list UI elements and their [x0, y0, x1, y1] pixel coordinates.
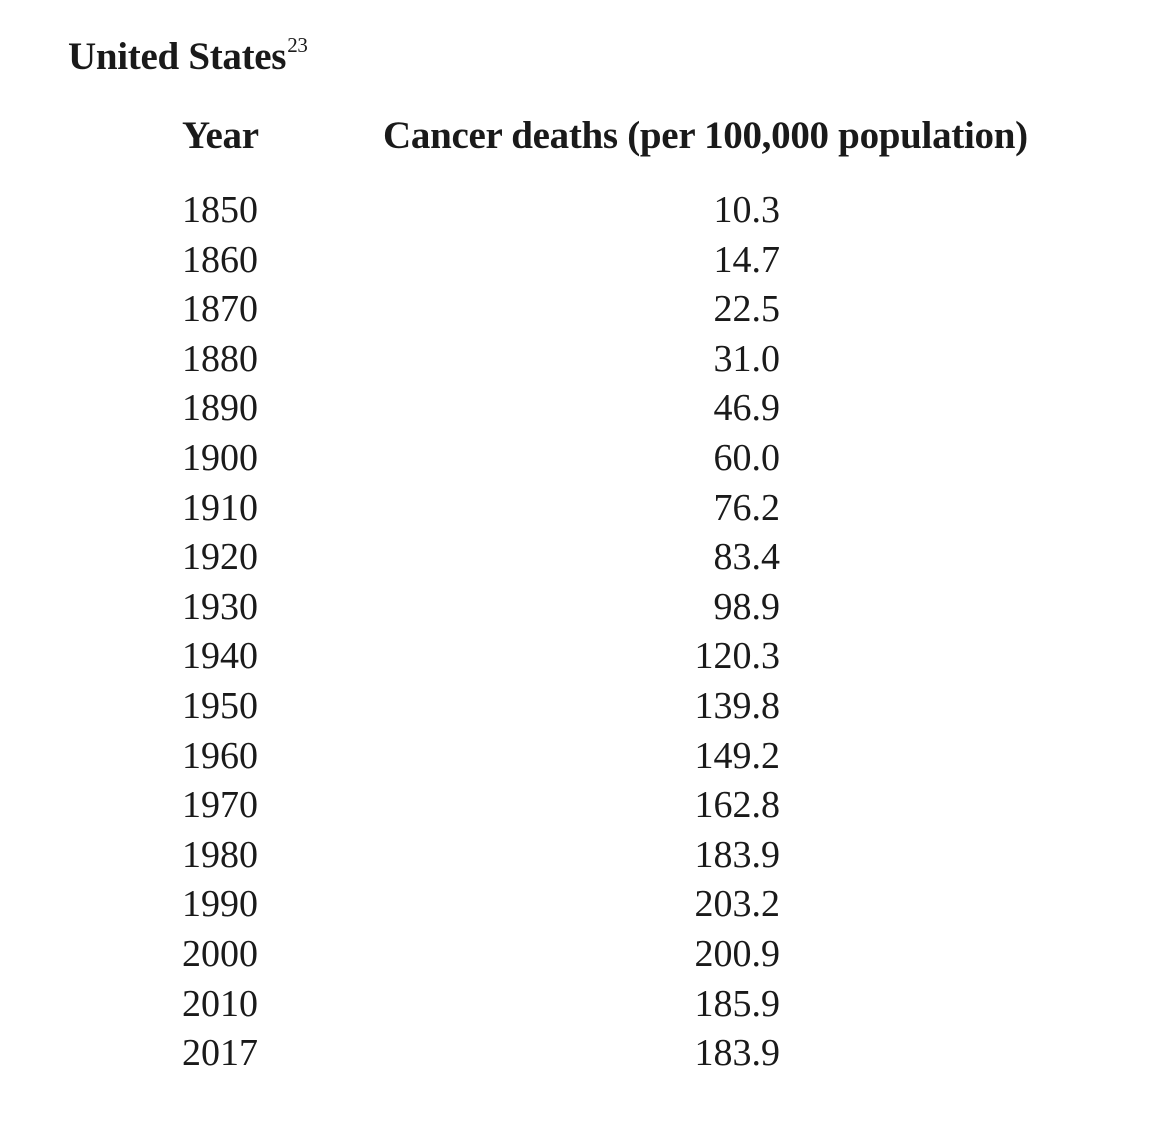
table-row: 1940 120.3 — [0, 633, 1164, 683]
year-cell: 1940 — [182, 635, 258, 678]
table-row: 2000 200.9 — [0, 931, 1164, 981]
cancer-deaths-cell: 183.9 — [694, 1032, 781, 1075]
cancer-deaths-cell: 98.9 — [713, 585, 781, 628]
footnote-reference: 23 — [287, 33, 308, 57]
table-row: 1980 183.9 — [0, 832, 1164, 882]
cancer-deaths-cell: 10.3 — [713, 189, 781, 231]
year-cell: 1860 — [182, 238, 258, 281]
year-cell: 1890 — [182, 387, 258, 430]
year-cell: 2010 — [182, 982, 258, 1025]
cancer-deaths-cell: 60.0 — [713, 436, 781, 479]
cancer-deaths-cell: 185.9 — [694, 982, 781, 1025]
table-row: 1890 46.9 — [0, 385, 1164, 435]
cancer-deaths-cell: 203.2 — [694, 883, 781, 926]
table-row: 1900 60.0 — [0, 435, 1164, 485]
cancer-deaths-cell: 149.2 — [694, 734, 781, 777]
column-header-cancer-deaths: Cancer deaths (per 100,000 population) — [383, 114, 1028, 157]
table-row: 1870 22.5 — [0, 286, 1164, 336]
table-title-text: United States — [68, 35, 287, 78]
table-row: 1910 76.2 — [0, 485, 1164, 535]
year-cell: 1970 — [182, 784, 258, 827]
cancer-deaths-cell: 83.4 — [713, 536, 781, 579]
year-cell: 1990 — [182, 883, 258, 926]
cancer-deaths-cell: 162.8 — [694, 784, 781, 827]
table-row: 1950 139.8 — [0, 683, 1164, 733]
table-body: 1850 10.3 1860 14.7 1870 22.5 1880 31.0 1890 46.9… — [0, 187, 1164, 1080]
year-cell: 1960 — [182, 734, 258, 777]
cancer-deaths-cell: 139.8 — [694, 684, 781, 727]
table-row: 1850 10.3 — [0, 187, 1164, 237]
cancer-deaths-cell: 200.9 — [694, 932, 781, 975]
year-cell: 2017 — [182, 1032, 258, 1075]
cancer-deaths-cell: 183.9 — [694, 833, 781, 876]
table-row: 2010 185.9 — [0, 981, 1164, 1031]
year-cell: 1930 — [182, 585, 258, 628]
year-cell: 1910 — [182, 486, 258, 529]
cancer-deaths-cell: 31.0 — [713, 337, 781, 380]
column-header-year: Year — [182, 114, 259, 157]
year-cell: 1980 — [182, 833, 258, 876]
year-cell: 2000 — [182, 932, 258, 975]
table-row: 1920 83.4 — [0, 534, 1164, 584]
year-cell: 1900 — [182, 436, 258, 479]
cancer-deaths-cell: 22.5 — [713, 288, 781, 331]
table-row: 1960 149.2 — [0, 733, 1164, 783]
cancer-deaths-cell: 120.3 — [694, 635, 781, 678]
table-row: 1970 162.8 — [0, 782, 1164, 832]
table-row: 1990 203.2 — [0, 881, 1164, 931]
cancer-deaths-cell: 14.7 — [713, 238, 781, 281]
year-cell: 1870 — [182, 288, 258, 331]
year-cell: 1880 — [182, 337, 258, 380]
table-row: 1860 14.7 — [0, 237, 1164, 287]
cancer-deaths-cell: 46.9 — [713, 387, 781, 430]
year-cell: 1850 — [182, 189, 258, 231]
year-cell: 1950 — [182, 684, 258, 727]
cancer-deaths-cell: 76.2 — [713, 486, 781, 529]
table-row: 2017 183.9 — [0, 1030, 1164, 1080]
table-title: United States23 — [68, 33, 308, 79]
year-cell: 1920 — [182, 536, 258, 579]
table-row: 1880 31.0 — [0, 336, 1164, 386]
table-row: 1930 98.9 — [0, 584, 1164, 634]
